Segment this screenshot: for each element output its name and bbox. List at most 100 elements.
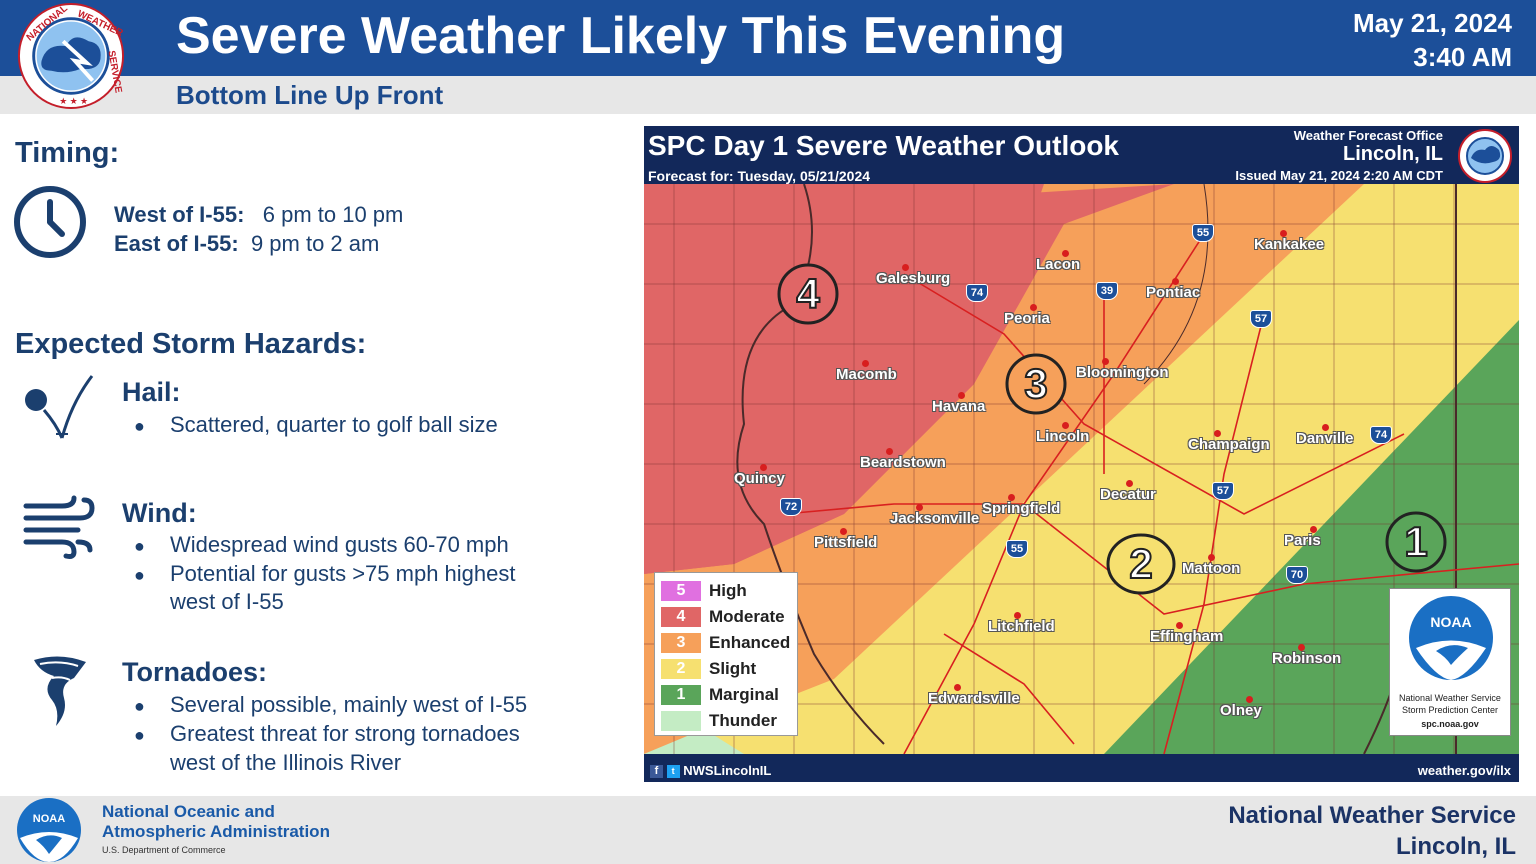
legend-swatch: 3 [661, 633, 701, 653]
subheader-bar [0, 76, 1536, 114]
city-marker [1008, 494, 1015, 501]
legend-swatch [661, 711, 701, 731]
risk-badge-4: 4 [777, 263, 839, 325]
city-marker [1310, 526, 1317, 533]
noaa-name: National Oceanic and Atmospheric Adminis… [102, 802, 330, 842]
tornado-icon [34, 656, 86, 726]
city-label: Danville [1296, 430, 1354, 447]
city-marker [1062, 422, 1069, 429]
city-marker [916, 504, 923, 511]
city-label: Lincoln [1036, 428, 1090, 445]
timing-west-label: West of I-55: [114, 202, 245, 227]
hazards-heading: Expected Storm Hazards: [15, 328, 367, 360]
wind-title: Wind: [122, 498, 197, 528]
nws-office-line1: National Weather Service [1228, 802, 1516, 829]
map-nws-logo-icon [1458, 129, 1512, 183]
issue-datetime: May 21, 2024 3:40 AM [1353, 6, 1512, 74]
interstate-shield: 39 [1096, 282, 1118, 300]
noaa-name-line1: National Oceanic and [102, 802, 275, 821]
city-marker [1322, 424, 1329, 431]
legend-label: Moderate [709, 607, 785, 626]
legend-row: 3 Enhanced [661, 631, 790, 655]
twitter-icon: t [666, 765, 680, 778]
risk-legend: 5 High 4 Moderate 3 Enhanced 2 Slight 1 Marginal T… [654, 572, 798, 736]
map-forecast-date: Forecast for: Tuesday, 05/21/2024 [648, 168, 871, 184]
map-title: SPC Day 1 Severe Weather Outlook [648, 130, 1119, 161]
wind-icon [23, 495, 95, 559]
tornado-bullet-dot-2: ● [134, 725, 145, 745]
hail-bullet-dot: ● [134, 416, 145, 436]
office-url[interactable]: weather.gov/ilx [1417, 763, 1511, 778]
timing-east: East of I-55: 9 pm to 2 am [114, 231, 379, 257]
risk-badge-2: 2 [1106, 533, 1176, 595]
wind-bullet-2: Potential for gusts >75 mph highest [170, 561, 516, 586]
tornadoes-title: Tornadoes: [122, 657, 268, 687]
map-office-info: Weather Forecast Office Lincoln, IL Issu… [1235, 128, 1443, 183]
timing-west: West of I-55: 6 pm to 10 pm [114, 202, 403, 228]
timing-east-label: East of I-55: [114, 231, 239, 256]
legend-label: Slight [709, 659, 757, 678]
social-handle-text: NWSLincolnIL [683, 762, 772, 778]
timing-heading: Timing: [15, 137, 120, 169]
legend-swatch: 2 [661, 659, 701, 679]
legend-swatch: 5 [661, 581, 701, 601]
tornado-bullet-2-cont: west of the Illinois River [170, 750, 402, 775]
legend-label: Enhanced [709, 633, 791, 652]
city-label: Champaign [1188, 436, 1270, 453]
interstate-shield: 70 [1286, 566, 1308, 584]
interstate-shield: 55 [1192, 224, 1214, 242]
wind-bullet-2-cont: west of I-55 [170, 589, 284, 614]
clock-icon [14, 186, 86, 258]
risk-label-slight: 2 [1106, 532, 1176, 607]
spc-logo-box: NOAA National Weather Service Storm Pred… [1389, 588, 1511, 736]
legend-row: 4 Moderate [661, 605, 785, 629]
city-marker [1062, 250, 1069, 257]
noaa-name-line2: Atmospheric Administration [102, 822, 330, 841]
tornado-bullet-2: Greatest threat for strong tornadoes [170, 721, 520, 746]
city-label: Jacksonville [890, 510, 980, 527]
hail-title: Hail: [122, 377, 181, 407]
nws-office-line2: Lincoln, IL [1396, 833, 1516, 860]
spc-brand-text: NOAA [1430, 614, 1471, 630]
city-label: Havana [932, 398, 986, 415]
city-marker [1214, 430, 1221, 437]
city-marker [954, 684, 961, 691]
risk-badge-1-text: 1 [1404, 518, 1427, 565]
hail-bullet-1: Scattered, quarter to golf ball size [170, 412, 498, 437]
tornado-bullet-1: Several possible, mainly west of I-55 [170, 692, 528, 717]
city-label: Kankakee [1254, 236, 1325, 253]
map-office-line2: Lincoln, IL [1343, 143, 1443, 165]
interstate-shield: 57 [1212, 482, 1234, 500]
risk-label-moderate: 4 [776, 262, 840, 337]
risk-label-enhanced: 3 [1004, 352, 1068, 427]
legend-row: 2 Slight [661, 657, 756, 681]
hail-icon [25, 375, 94, 439]
city-marker [886, 448, 893, 455]
city-marker [1030, 304, 1037, 311]
city-label: Peoria [1004, 310, 1050, 327]
social-handle[interactable]: f t NWSLincolnIL [650, 763, 771, 778]
city-marker [1298, 644, 1305, 651]
noaa-logo-icon: NOAA [17, 798, 81, 862]
legend-swatch: 1 [661, 685, 701, 705]
spc-noaa-logo-icon: NOAA [1409, 596, 1493, 680]
spc-outlook-map: SPC Day 1 Severe Weather Outlook Forecas… [644, 126, 1519, 782]
interstate-shield: 55 [1006, 540, 1028, 558]
wind-bullet-1: Widespread wind gusts 60-70 mph [170, 532, 509, 557]
city-label: Mattoon [1182, 560, 1241, 577]
city-marker [840, 528, 847, 535]
city-label: Paris [1284, 532, 1321, 549]
city-marker [1280, 230, 1287, 237]
city-marker [862, 360, 869, 367]
svg-text:★ ★ ★: ★ ★ ★ [59, 96, 88, 106]
spc-line3: spc.noaa.gov [1421, 719, 1479, 729]
issue-date: May 21, 2024 [1352, 8, 1512, 38]
city-marker [1208, 554, 1215, 561]
header-bar [0, 0, 1536, 76]
facebook-icon: f [650, 765, 663, 778]
city-label: Beardstown [860, 454, 946, 471]
map-issued: Issued May 21, 2024 2:20 AM CDT [1235, 168, 1443, 183]
interstate-shield: 72 [780, 498, 802, 516]
city-label: Pontiac [1146, 284, 1201, 301]
interstate-shield: 74 [966, 284, 988, 302]
